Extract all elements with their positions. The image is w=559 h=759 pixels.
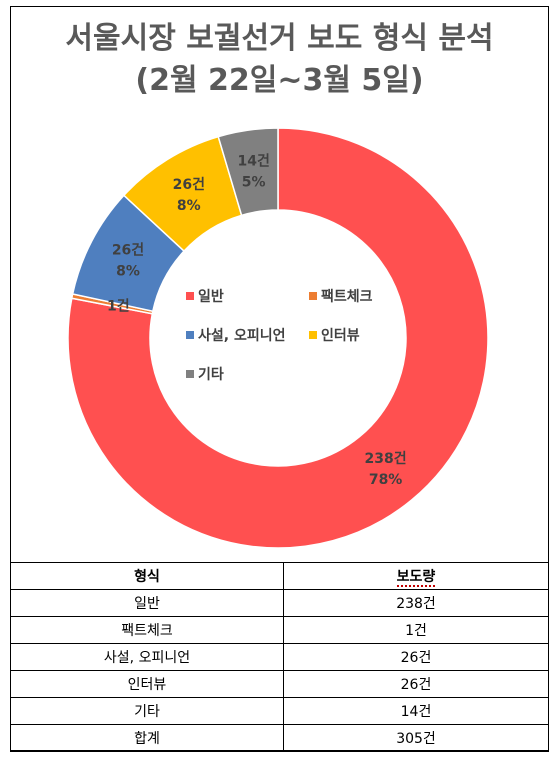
table-row: 인터뷰 26건 xyxy=(10,670,549,698)
chart-title: 서울시장 보궐선거 보도 형식 분석 (2월 22일~3월 5일) xyxy=(0,18,559,102)
legend-item-0: 일반 xyxy=(186,288,224,305)
cell-format: 팩트체크 xyxy=(10,616,284,644)
cell-format: 기타 xyxy=(10,697,284,725)
cell-format: 인터뷰 xyxy=(10,670,284,698)
value-label: 238건 xyxy=(365,450,407,467)
legend-label: 기타 xyxy=(198,367,224,383)
table-row: 합계 305건 xyxy=(10,724,549,752)
title-line-1: 서울시장 보궐선거 보도 형식 분석 xyxy=(65,21,494,56)
legend-item-1: 팩트체크 xyxy=(309,288,373,305)
data-label-1: 1건 xyxy=(107,298,130,315)
legend-item-4: 기타 xyxy=(186,367,224,383)
legend-label: 팩트체크 xyxy=(321,288,373,305)
table-header-row: 형식 보도량 xyxy=(10,562,549,590)
slice-0 xyxy=(67,127,489,549)
cell-format: 사설, 오피니언 xyxy=(10,643,284,671)
table-row: 팩트체크 1건 xyxy=(10,616,549,644)
slice-4 xyxy=(217,127,279,217)
percent-label: 8% xyxy=(116,264,140,280)
legend-swatch xyxy=(186,331,194,339)
value-label: 26건 xyxy=(112,242,144,259)
legend-label: 사설, 오피니언 xyxy=(198,327,285,344)
cell-count: 1건 xyxy=(283,616,549,644)
value-label: 14건 xyxy=(238,152,270,169)
legend-item-3: 인터뷰 xyxy=(309,327,360,344)
cell-format: 합계 xyxy=(10,724,284,752)
legend-label: 인터뷰 xyxy=(321,327,360,344)
legend-label: 일반 xyxy=(198,288,224,305)
table-row: 사설, 오피니언 26건 xyxy=(10,643,549,671)
percent-label: 78% xyxy=(369,472,403,488)
cell-format: 일반 xyxy=(10,589,284,617)
percent-label: 5% xyxy=(242,174,266,190)
data-label-0: 238건 78% xyxy=(365,450,407,488)
header-format: 형식 xyxy=(10,562,284,590)
table-row: 기타 14건 xyxy=(10,697,549,725)
summary-table: 형식 보도량 일반 238건 팩트체크 1건 사설, 오피니언 26건 인터뷰 … xyxy=(10,562,549,752)
value-label: 1건 xyxy=(107,298,130,315)
legend-swatch xyxy=(186,370,194,378)
title-line-2: (2월 22일~3월 5일) xyxy=(135,63,424,98)
legend-swatch xyxy=(309,331,317,339)
cell-count: 26건 xyxy=(283,670,549,698)
header-count: 보도량 xyxy=(283,562,549,590)
table-row: 일반 238건 xyxy=(10,589,549,617)
cell-count: 238건 xyxy=(283,589,549,617)
legend-swatch xyxy=(309,292,317,300)
legend-swatch xyxy=(186,292,194,300)
percent-label: 8% xyxy=(177,198,201,214)
cell-count: 14건 xyxy=(283,697,549,725)
cell-count: 305건 xyxy=(283,724,549,752)
legend-item-2: 사설, 오피니언 xyxy=(186,327,285,344)
value-label: 26건 xyxy=(173,176,205,193)
cell-count: 26건 xyxy=(283,643,549,671)
